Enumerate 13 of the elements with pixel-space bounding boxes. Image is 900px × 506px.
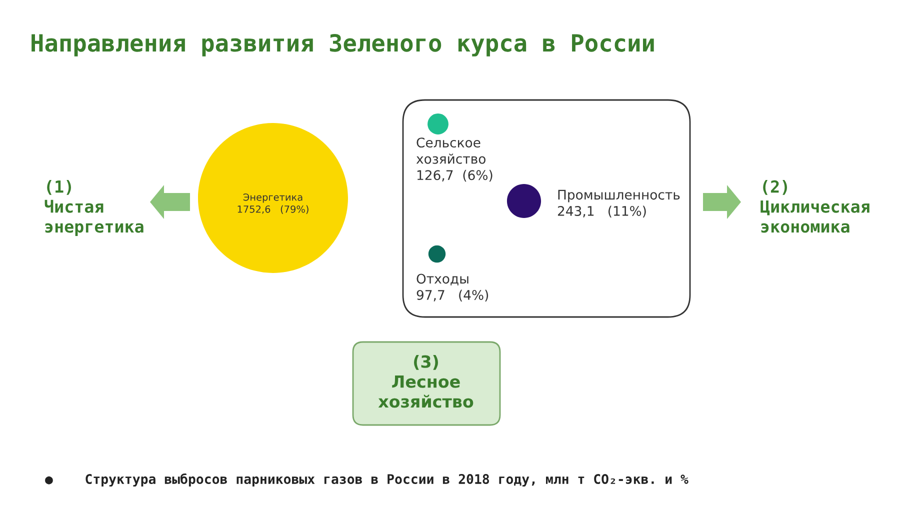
text: ● Структура выбросов парниковых газов в России в 2018 году, млн т CO₂-экв. и %: [45, 473, 688, 487]
category-label: Отходы: [416, 274, 468, 286]
data-label: 97,7 (4%): [416, 290, 488, 302]
text: Направления развития Зеленого курса в России: [32, 34, 654, 56]
text: (1) Чистая энергетика: [44, 180, 144, 236]
data-label: 126,7 (6%): [417, 170, 492, 182]
category-label: Сельское хозяйство: [416, 138, 486, 164]
data-label: 243,1 (11%): [558, 206, 646, 218]
data-label: 1752,6 (79%): [238, 205, 308, 214]
text: (2) Циклическая экономика: [760, 180, 870, 233]
category-label: Энергетика: [243, 193, 302, 203]
text: (3) Лесное хозяйство: [378, 355, 474, 408]
category-label: Промышленность: [558, 190, 680, 202]
